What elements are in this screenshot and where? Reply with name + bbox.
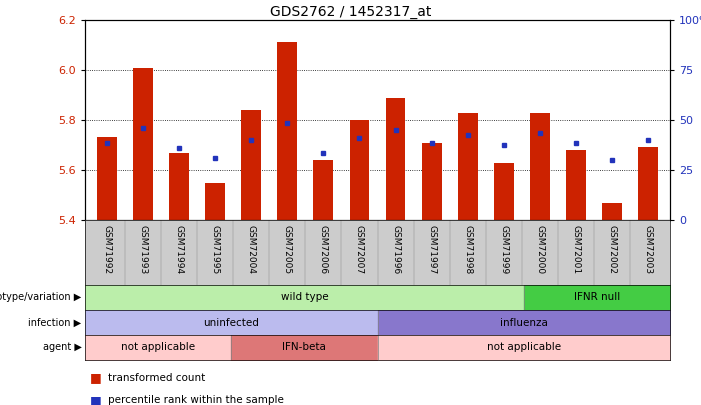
Bar <box>566 150 586 220</box>
Bar <box>241 110 261 220</box>
Text: GSM72002: GSM72002 <box>608 225 617 274</box>
Text: GSM71997: GSM71997 <box>427 225 436 275</box>
Bar <box>494 162 514 220</box>
Text: GSM72000: GSM72000 <box>536 225 545 274</box>
Text: genotype/variation ▶: genotype/variation ▶ <box>0 292 81 303</box>
Bar <box>205 183 225 220</box>
Text: uninfected: uninfected <box>203 318 259 328</box>
Text: GSM71998: GSM71998 <box>463 225 472 275</box>
Text: GSM72007: GSM72007 <box>355 225 364 274</box>
Text: GSM72006: GSM72006 <box>319 225 328 274</box>
Bar <box>169 153 189 220</box>
Bar <box>386 98 405 220</box>
Text: GSM71996: GSM71996 <box>391 225 400 275</box>
Bar <box>350 120 369 220</box>
Text: GSM71992: GSM71992 <box>102 225 111 274</box>
Text: GSM71993: GSM71993 <box>138 225 147 275</box>
Bar <box>313 160 333 220</box>
Text: GSM72005: GSM72005 <box>283 225 292 274</box>
Text: percentile rank within the sample: percentile rank within the sample <box>107 395 283 405</box>
Text: GSM72004: GSM72004 <box>247 225 256 274</box>
Text: infection ▶: infection ▶ <box>28 318 81 328</box>
Text: IFN-beta: IFN-beta <box>283 343 326 352</box>
Bar <box>97 138 116 220</box>
Text: GSM71994: GSM71994 <box>175 225 184 274</box>
Text: GSM72001: GSM72001 <box>571 225 580 274</box>
Text: ■: ■ <box>90 371 102 384</box>
Text: GSM71995: GSM71995 <box>210 225 219 275</box>
Bar <box>422 143 442 220</box>
Text: GSM71999: GSM71999 <box>499 225 508 275</box>
Bar <box>133 68 153 220</box>
Text: wild type: wild type <box>280 292 328 303</box>
Text: not applicable: not applicable <box>486 343 561 352</box>
Bar <box>639 147 658 220</box>
Text: agent ▶: agent ▶ <box>43 343 81 352</box>
Text: transformed count: transformed count <box>107 373 205 383</box>
Bar <box>530 113 550 220</box>
Text: influenza: influenza <box>500 318 547 328</box>
Text: ■: ■ <box>90 394 102 405</box>
Text: IFNR null: IFNR null <box>573 292 620 303</box>
Bar <box>458 113 477 220</box>
Text: not applicable: not applicable <box>121 343 195 352</box>
Bar <box>278 43 297 220</box>
Text: GSM72003: GSM72003 <box>644 225 653 274</box>
Bar <box>602 202 622 220</box>
Text: GDS2762 / 1452317_at: GDS2762 / 1452317_at <box>270 5 431 19</box>
